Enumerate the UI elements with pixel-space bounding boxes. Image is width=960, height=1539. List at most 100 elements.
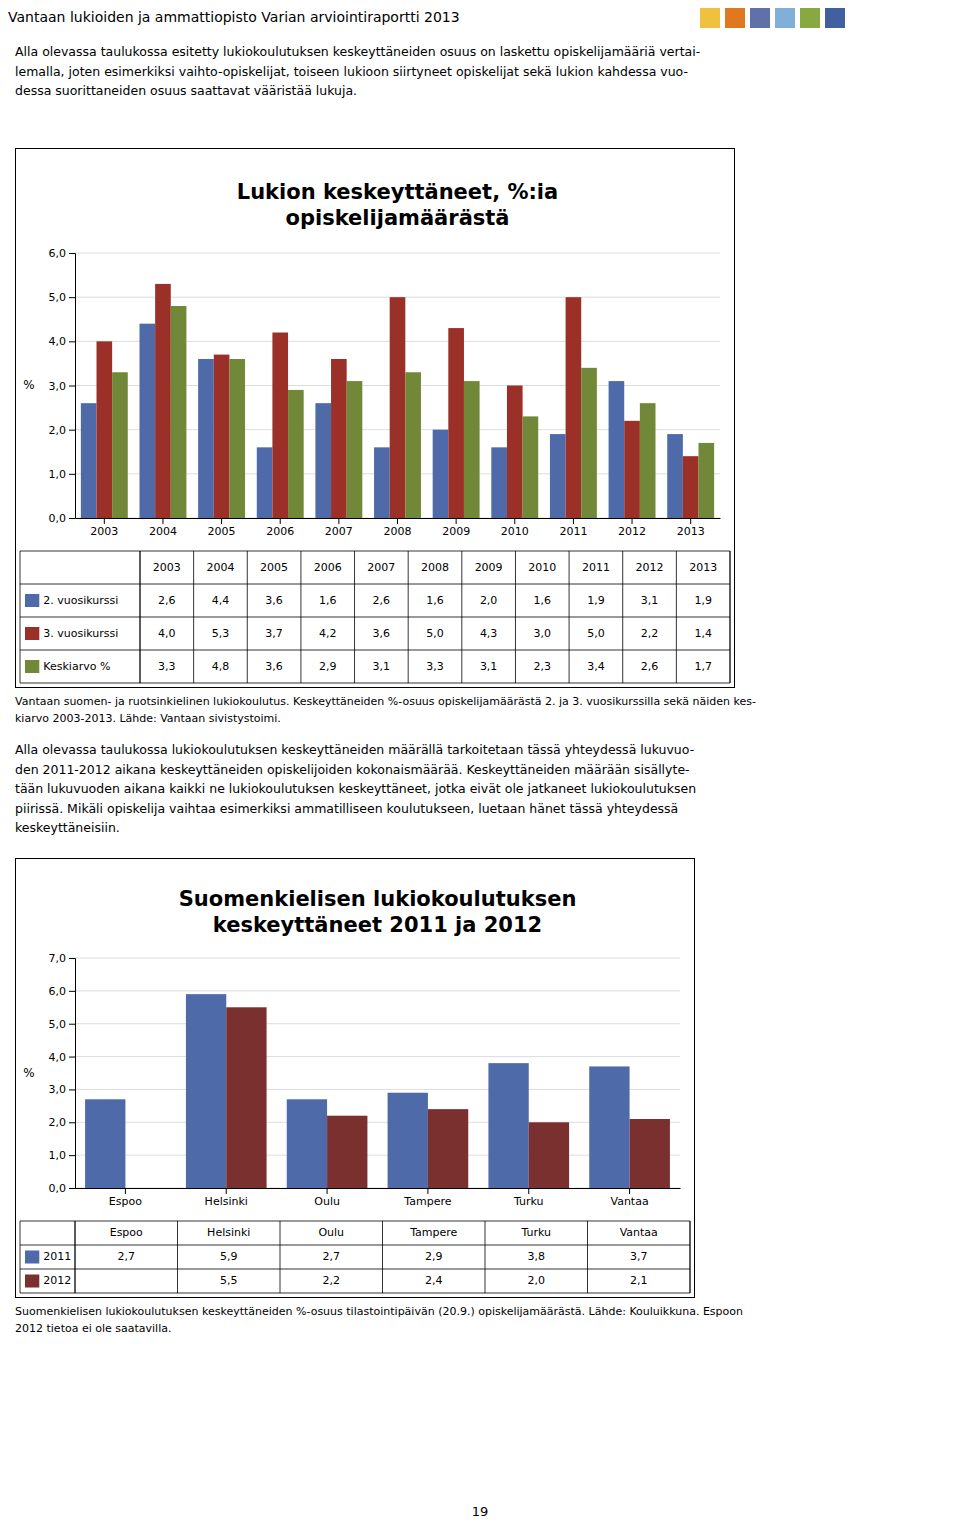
table-value: 4,3 — [480, 627, 498, 640]
tick: 0,0 — [49, 1182, 76, 1195]
tick-label: 0,0 — [49, 1182, 67, 1195]
tick-mark — [632, 518, 633, 524]
table-header: Oulu — [318, 1226, 344, 1239]
tick-label: Helsinki — [205, 1195, 248, 1208]
bar — [315, 403, 331, 518]
bar — [81, 403, 97, 518]
axis-line — [76, 1188, 681, 1189]
table-line — [382, 1221, 383, 1293]
tick-mark — [69, 386, 75, 387]
table-value: 3,1 — [641, 594, 659, 607]
plot: EspooHelsinkiOuluTampereTurkuVantaa0,01,… — [23, 952, 680, 1208]
bar — [374, 447, 390, 518]
table-line — [20, 1293, 690, 1294]
tick: 6,0 — [49, 985, 76, 998]
legend-table: 2003200420052006200720082009201020112012… — [20, 551, 730, 683]
bar — [327, 1116, 367, 1188]
y-axis: 0,01,02,03,04,05,06,07,0 — [49, 952, 76, 1195]
legend-swatch — [25, 594, 39, 607]
bar — [507, 386, 523, 519]
bar — [529, 1122, 569, 1188]
tick-mark — [69, 1089, 75, 1090]
tick: 2008 — [384, 518, 412, 538]
tick-label: 2012 — [618, 525, 646, 538]
bar — [155, 284, 171, 518]
tick: 2010 — [501, 518, 529, 538]
bar — [288, 390, 304, 518]
tick-mark — [125, 1188, 126, 1194]
tick-label: 2009 — [442, 525, 470, 538]
table-line — [20, 584, 730, 585]
table-value: 2,3 — [534, 660, 552, 673]
table-header: Turku — [520, 1226, 551, 1239]
table-line — [408, 551, 409, 683]
table-value: 2,2 — [323, 1274, 341, 1287]
tick-mark — [69, 1122, 75, 1123]
table-value: 2,2 — [641, 627, 659, 640]
tick-label: Oulu — [314, 1195, 340, 1208]
tick-label: 3,0 — [49, 1083, 67, 1096]
tick-label: 6,0 — [49, 247, 67, 260]
tick-mark — [69, 991, 75, 992]
bar — [433, 430, 449, 518]
table-value: 3,3 — [426, 660, 444, 673]
legend-label: 2. vuosikurssi — [43, 594, 118, 607]
table-line — [247, 551, 248, 683]
tick-mark — [104, 518, 105, 524]
table-lines — [20, 551, 730, 683]
header-square — [825, 8, 845, 28]
tick: 5,0 — [49, 291, 76, 304]
legend-label: Keskiarvo % — [43, 660, 110, 673]
bar — [667, 434, 683, 518]
table-value: 4,4 — [212, 594, 230, 607]
table-value: 3,8 — [528, 1250, 546, 1263]
tick: 2006 — [266, 518, 294, 538]
bar-series — [97, 284, 699, 518]
tick: 2005 — [208, 518, 236, 538]
table-value: 2,9 — [319, 660, 337, 673]
table-value: 5,3 — [212, 627, 230, 640]
legend-swatch — [25, 1275, 39, 1288]
table-value: 2,1 — [630, 1274, 648, 1287]
tick-label: 2011 — [559, 525, 587, 538]
tick: 6,0 — [49, 247, 76, 260]
table-value: 3,3 — [158, 660, 176, 673]
tick-mark — [69, 341, 75, 342]
table-line — [676, 551, 677, 683]
legend-swatch — [25, 660, 39, 673]
grid-line — [75, 1056, 680, 1057]
header-square — [700, 8, 720, 28]
tick: 2,0 — [49, 1116, 76, 1129]
table-value: 4,2 — [319, 627, 337, 640]
bar-series — [85, 994, 630, 1188]
grid-line — [75, 958, 680, 959]
table-line — [193, 551, 194, 683]
tick-label: 2013 — [677, 525, 705, 538]
grid-line — [75, 990, 680, 991]
tick-label: Tampere — [403, 1195, 451, 1208]
bar — [405, 372, 421, 518]
table-value: 3,1 — [480, 660, 498, 673]
bar — [272, 333, 288, 519]
tick-label: 5,0 — [49, 1018, 67, 1031]
tick: 4,0 — [49, 1051, 76, 1064]
tick-label: 7,0 — [49, 952, 67, 965]
bar — [112, 372, 128, 518]
legend-label: 3. vuosikurssi — [43, 627, 118, 640]
header-square — [750, 8, 770, 28]
tick: 2013 — [677, 518, 705, 538]
tick-label: 2006 — [266, 525, 294, 538]
table-header: 2006 — [314, 561, 342, 574]
bar — [229, 359, 245, 518]
chart-box — [16, 859, 695, 1298]
table-header: Helsinki — [207, 1226, 250, 1239]
legend-table: EspooHelsinkiOuluTampereTurkuVantaa20112… — [20, 1221, 690, 1293]
bar — [589, 1066, 629, 1188]
table-line — [690, 1221, 691, 1293]
tick: Tampere — [403, 1188, 451, 1208]
bar — [331, 359, 347, 518]
bar — [448, 328, 464, 518]
table-value: 2,6 — [158, 594, 176, 607]
header-square — [775, 8, 795, 28]
bar — [683, 456, 699, 518]
